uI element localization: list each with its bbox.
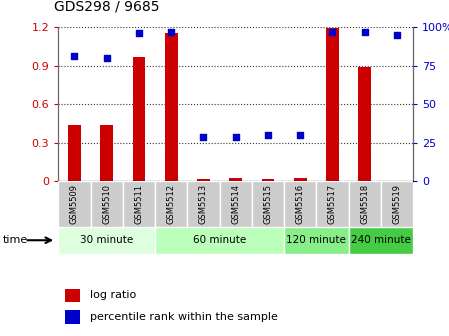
Bar [132, 56, 145, 181]
Text: GSM5512: GSM5512 [167, 184, 176, 224]
Bar [317, 181, 348, 227]
Bar [165, 33, 178, 181]
Bar [100, 125, 113, 181]
Text: GSM5513: GSM5513 [199, 184, 208, 224]
Bar [284, 227, 348, 254]
Text: GSM5518: GSM5518 [360, 184, 369, 224]
Bar [197, 179, 210, 181]
Point [136, 30, 143, 36]
Bar [58, 227, 155, 254]
Text: GDS298 / 9685: GDS298 / 9685 [54, 0, 159, 13]
Text: GSM5509: GSM5509 [70, 184, 79, 224]
Bar [381, 181, 413, 227]
Bar [68, 125, 81, 181]
Bar [358, 67, 371, 181]
Bar [91, 181, 123, 227]
Bar [326, 28, 339, 181]
Bar [348, 227, 413, 254]
Bar [155, 227, 284, 254]
Bar [187, 181, 220, 227]
Text: log ratio: log ratio [90, 290, 136, 300]
Point [393, 32, 401, 37]
Text: GSM5519: GSM5519 [392, 184, 401, 224]
Point [71, 53, 78, 59]
Bar [123, 181, 155, 227]
Bar [58, 181, 91, 227]
Text: GSM5514: GSM5514 [231, 184, 240, 224]
Bar [66, 310, 79, 324]
Point [264, 132, 272, 138]
Text: 120 minute: 120 minute [286, 235, 346, 245]
Point [297, 132, 304, 138]
Point [103, 55, 110, 60]
Bar [66, 289, 79, 302]
Bar [348, 181, 381, 227]
Text: GSM5517: GSM5517 [328, 184, 337, 224]
Bar [252, 181, 284, 227]
Text: percentile rank within the sample: percentile rank within the sample [90, 312, 278, 322]
Point [361, 29, 368, 34]
Text: GSM5511: GSM5511 [135, 184, 144, 224]
Text: GSM5510: GSM5510 [102, 184, 111, 224]
Point [232, 134, 239, 139]
Text: GSM5516: GSM5516 [296, 184, 305, 224]
Bar [229, 177, 242, 181]
Point [329, 29, 336, 34]
Bar [220, 181, 252, 227]
Text: 240 minute: 240 minute [351, 235, 411, 245]
Bar [294, 177, 307, 181]
Bar [284, 181, 317, 227]
Point [167, 29, 175, 34]
Text: time: time [2, 235, 27, 245]
Bar [261, 179, 274, 181]
Text: 60 minute: 60 minute [193, 235, 246, 245]
Point [200, 134, 207, 139]
Text: GSM5515: GSM5515 [264, 184, 273, 224]
Text: 30 minute: 30 minute [80, 235, 133, 245]
Bar [155, 181, 187, 227]
